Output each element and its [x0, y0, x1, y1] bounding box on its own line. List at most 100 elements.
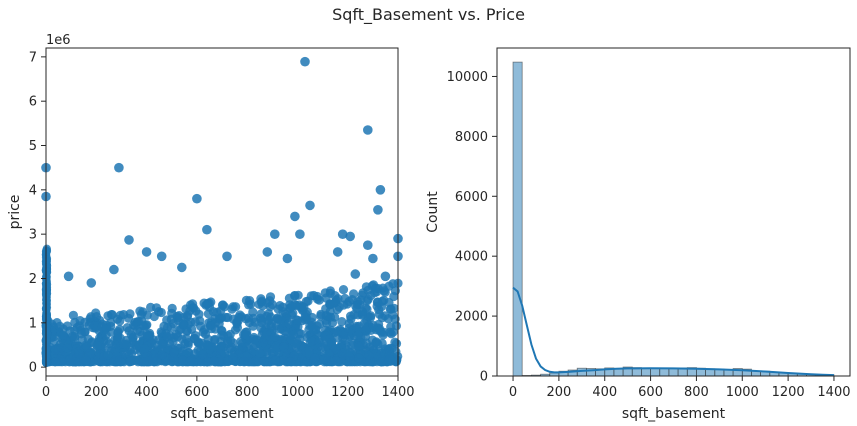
scatter-point: [332, 247, 343, 257]
scatter-point: [81, 356, 91, 366]
histogram-y-tick-label: 6000: [455, 190, 488, 205]
scatter-point: [272, 314, 282, 324]
scatter-point: [340, 335, 350, 345]
scatter-point: [390, 314, 400, 324]
scatter-point: [218, 300, 228, 310]
scatter-point: [332, 304, 342, 315]
scatter-point: [74, 349, 84, 359]
scatter-dense-points: [41, 244, 403, 367]
scatter-point: [309, 325, 319, 335]
scatter-point: [363, 240, 373, 250]
scatter-point: [389, 291, 399, 302]
scatter-point: [373, 339, 383, 349]
scatter-point: [300, 315, 311, 325]
scatter-point: [209, 356, 219, 366]
scatter-point: [55, 321, 65, 331]
scatter-point: [339, 300, 349, 310]
scatter-y-tick-label: 5: [29, 139, 37, 154]
scatter-point: [202, 224, 212, 235]
scatter-point: [178, 319, 188, 329]
scatter-point: [72, 322, 82, 332]
scatter-point: [223, 331, 233, 341]
scatter-point: [185, 356, 195, 367]
scatter-x-tick-label: 1400: [381, 385, 414, 400]
scatter-point: [86, 278, 97, 288]
histogram-bar: [668, 368, 679, 377]
scatter-x-tick-label: 400: [134, 385, 159, 400]
scatter-point: [199, 298, 209, 308]
histogram-bars: [512, 61, 835, 377]
scatter-point: [356, 295, 366, 305]
scatter-point: [177, 262, 187, 273]
scatter-point: [294, 328, 304, 338]
scatter-point: [380, 271, 391, 282]
scatter-point: [366, 312, 376, 322]
scatter-x-tick-label: 600: [184, 385, 209, 400]
histogram-y-ticks: 0 2000 4000 6000 8000 10000: [447, 70, 497, 385]
scatter-point: [162, 331, 172, 342]
histogram-x-tick-label: 0: [509, 385, 517, 400]
scatter-point: [273, 304, 283, 314]
scatter-point: [384, 354, 394, 364]
scatter-point: [50, 345, 60, 355]
scatter-point: [194, 309, 204, 319]
scatter-point: [231, 302, 241, 312]
scatter-point: [50, 357, 61, 367]
scatter-point: [214, 319, 224, 329]
scatter-point: [167, 308, 177, 318]
scatter-point: [364, 350, 374, 361]
scatter-point: [270, 229, 280, 239]
scatter-point: [286, 330, 296, 340]
histogram-x-tick-label: 1400: [817, 385, 850, 400]
histogram-x-tick-label: 400: [592, 385, 617, 400]
histogram-x-tick-label: 800: [684, 385, 709, 400]
scatter-y-tick-label: 7: [29, 50, 37, 65]
scatter-point: [378, 330, 388, 340]
histogram-y-tick-label: 10000: [447, 70, 488, 85]
scatter-point: [363, 125, 373, 135]
scatter-y-ticks: 0 1 2 3 4 5 6 7: [29, 50, 46, 376]
scatter-point: [314, 295, 324, 305]
scatter-point: [353, 341, 364, 351]
scatter-y-tick-label: 3: [29, 228, 37, 243]
scatter-point: [84, 320, 94, 330]
scatter-point: [198, 349, 208, 360]
scatter-point: [228, 338, 238, 348]
scatter-point: [390, 337, 400, 347]
scatter-point: [42, 337, 51, 347]
scatter-point: [373, 205, 383, 215]
scatter-point: [375, 185, 386, 195]
scatter-point: [125, 356, 135, 367]
scatter-point: [270, 332, 280, 342]
scatter-point: [271, 355, 281, 365]
scatter-y-axis-label: price: [7, 195, 23, 230]
scatter-point: [42, 296, 51, 306]
scatter-point: [350, 269, 361, 279]
scatter-point: [383, 314, 393, 324]
scatter-point: [279, 342, 289, 352]
scatter-point: [187, 324, 197, 334]
scatter-point: [63, 343, 73, 353]
scatter-point: [239, 356, 249, 366]
scatter-point: [114, 162, 124, 173]
scatter-point: [58, 330, 68, 340]
scatter-point: [256, 294, 266, 304]
scatter-point: [286, 357, 296, 367]
histogram-bar: [659, 367, 670, 377]
scatter-point: [140, 344, 150, 354]
scatter-point: [42, 268, 52, 277]
scatter-point: [154, 307, 164, 317]
histogram-y-tick-label: 2000: [455, 310, 488, 325]
scatter-point: [327, 318, 338, 328]
scatter-point: [293, 315, 303, 325]
scatter-point: [321, 352, 331, 362]
scatter-point: [290, 211, 300, 222]
scatter-point: [168, 318, 178, 329]
scatter-x-axis-label: sqft_basement: [170, 406, 274, 422]
scatter-y-tick-label: 6: [29, 95, 37, 110]
scatter-point: [258, 337, 268, 348]
scatter-point: [368, 320, 378, 330]
scatter-point: [353, 330, 363, 340]
